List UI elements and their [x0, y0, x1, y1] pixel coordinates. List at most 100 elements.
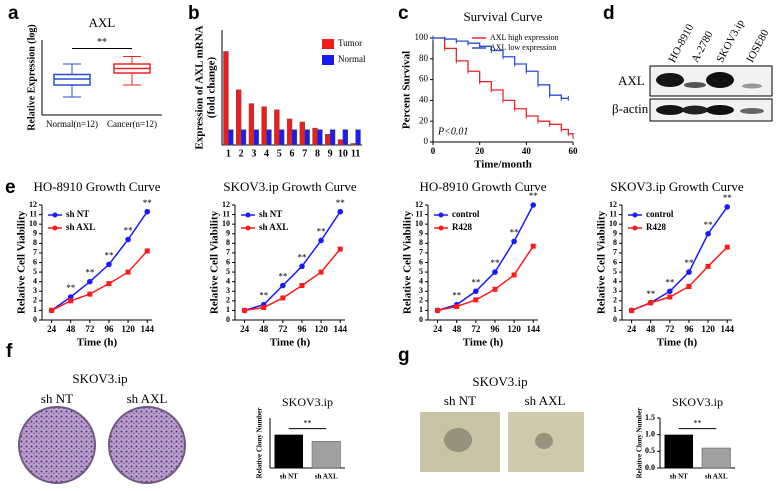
legend-label: Normal	[338, 54, 366, 64]
y-tick-label: 7	[419, 248, 423, 257]
y-tick-label: 0.0	[645, 463, 655, 472]
point	[318, 237, 324, 244]
y-tick-label: 2	[33, 296, 37, 305]
chart-title: SKOV3.ip Growth Curve	[610, 179, 743, 194]
x-tick-label: 5	[277, 148, 282, 159]
bar	[261, 106, 267, 146]
lane-label: IOSE80	[744, 27, 771, 64]
legend-label: sh AXL	[66, 222, 95, 232]
y-tick-label: 1.5	[645, 413, 655, 422]
bar	[329, 129, 336, 146]
legend-swatch	[322, 39, 334, 49]
point	[724, 204, 731, 210]
y-tick-label: 20	[419, 115, 429, 125]
y-tick-label: 12	[222, 200, 230, 209]
panel-label: f	[6, 341, 13, 362]
y-tick-label: 6	[226, 257, 230, 266]
y-tick-label: 0	[226, 315, 230, 324]
x-tick-label: 72	[85, 324, 95, 334]
point	[667, 288, 673, 295]
significance: **	[97, 37, 107, 48]
panel-label: c	[398, 3, 409, 24]
y-tick-label: 0	[613, 315, 617, 324]
point	[667, 294, 673, 300]
line	[437, 204, 534, 312]
point	[337, 208, 344, 215]
y-axis-label: Percent Survival	[401, 51, 413, 129]
y-axis-label: Expression of AXL mRNA	[194, 25, 206, 149]
point	[511, 238, 517, 245]
x-tick-label: 24	[240, 324, 250, 334]
y-tick-label: 0	[424, 136, 429, 146]
x-tick-label: 48	[66, 324, 76, 334]
point	[337, 246, 343, 252]
significance: **	[278, 272, 288, 282]
x-tick-label: 120	[314, 324, 328, 334]
point	[280, 295, 286, 301]
y-tick-label: 9	[613, 229, 617, 238]
panel-label: b	[188, 3, 200, 24]
blot: HO-8910 A-2780 SKOV3.ip IOSE80 AXL β-act…	[612, 17, 773, 122]
significance: **	[104, 250, 114, 260]
point	[299, 283, 305, 288]
point	[492, 269, 498, 275]
point	[454, 304, 460, 310]
y-tick-label: 0	[33, 315, 37, 324]
legend-label: sh NT	[66, 209, 89, 219]
x-tick-label: sh NT	[670, 473, 688, 481]
legend-label: Tumor	[338, 38, 362, 48]
legend-marker	[632, 225, 638, 231]
significance: **	[529, 191, 539, 201]
y-tick-label: 11	[415, 209, 423, 218]
row-label: β-actin	[612, 101, 649, 116]
x-tick-label: 144	[720, 324, 734, 334]
chart-title: SKOV3.ip Growth Curve	[223, 179, 356, 194]
significance: **	[665, 277, 675, 287]
legend-label: R428	[452, 222, 472, 232]
x-tick-label: sh AXL	[315, 473, 338, 481]
significance: **	[66, 283, 76, 293]
colony-blob	[444, 428, 472, 452]
bar	[236, 89, 242, 146]
y-tick-label: 100	[415, 32, 429, 42]
bar	[304, 129, 310, 146]
y-tick-label: 10	[29, 219, 37, 228]
y-tick-label: 10	[222, 219, 230, 228]
x-axis-label: Time (h)	[463, 337, 504, 349]
bar	[337, 139, 344, 146]
x-tick-label: 120	[121, 324, 135, 334]
legend-label: control	[646, 209, 674, 219]
bar	[355, 129, 361, 146]
legend-marker	[52, 212, 58, 218]
y-tick-label: 1.0	[645, 429, 655, 438]
point	[242, 307, 248, 313]
point	[261, 305, 267, 311]
y-axis-label: Relative Expression (log)	[26, 24, 37, 130]
x-tick-label: 24	[47, 324, 57, 334]
bar	[279, 129, 285, 146]
bar	[342, 129, 348, 146]
bar	[266, 129, 272, 146]
point	[49, 307, 55, 313]
bar	[228, 129, 234, 146]
legend-label: control	[452, 209, 480, 219]
annotation: P<0.01	[437, 126, 468, 137]
row-label: AXL	[618, 73, 645, 88]
x-tick-label: 120	[507, 324, 521, 334]
bar	[286, 118, 293, 146]
band	[706, 72, 734, 88]
significance: **	[646, 289, 656, 299]
point	[125, 236, 131, 243]
band	[682, 105, 708, 115]
y-tick-label: 10	[415, 219, 423, 228]
significance: **	[490, 258, 500, 268]
y-tick-label: 11	[609, 209, 617, 218]
line	[51, 211, 148, 312]
x-tick-label: 24	[627, 324, 637, 334]
bar	[240, 129, 247, 146]
significance: **	[471, 277, 481, 287]
y-tick-label: 0.5	[645, 446, 655, 455]
point	[280, 282, 286, 289]
y-tick-label: 2	[419, 296, 423, 305]
lane-label: SKOV3.ip	[714, 17, 747, 64]
